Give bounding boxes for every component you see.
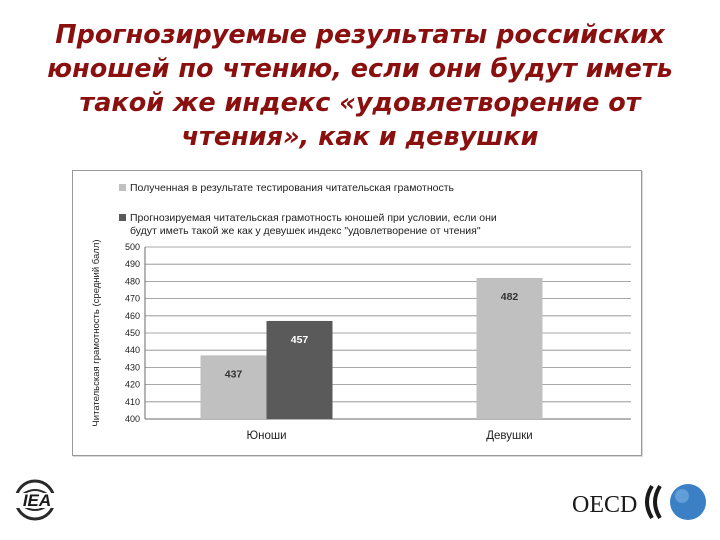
slide-title-line-1: Прогнозируемые результаты российских [55,20,665,50]
bar-chart: Полученная в результате тестирования чит… [91,182,631,442]
y-tick-label: 410 [125,397,140,407]
legend-swatch-1 [119,184,126,191]
bar-1-2 [476,277,543,419]
legend-label-1: Полученная в результате тестирования чит… [130,182,455,194]
legend-label-2: будут иметь такой же как у девушек индек… [130,225,481,237]
legend-label-2: Прогнозируемая читательская грамотность … [130,212,497,224]
y-axis-title: Читательская грамотность (средний балл) [91,239,102,426]
data-label-1-2: 482 [501,291,519,303]
y-tick-label: 470 [125,294,140,304]
data-label-2-1: 457 [291,334,309,346]
y-tick-label: 480 [125,276,140,286]
y-tick-label: 420 [125,380,140,390]
slide-title-line-2: юношей по чтению, если они будут иметь [47,54,673,84]
iea-logo-text: IEA [23,491,51,510]
iea-logo: IEA [8,478,68,527]
y-tick-label: 450 [125,328,140,338]
x-category-label: Девушки [486,430,532,442]
y-tick-label: 400 [125,414,140,424]
x-category-label: Юноши [246,430,286,442]
oecd-logo-mark: OECD [572,484,706,520]
slide-title: Прогнозируемые результаты российских юно… [20,18,700,154]
iea-logo-mark: IEA [8,479,66,521]
y-tick-label: 430 [125,362,140,372]
chart-frame: Полученная в результате тестирования чит… [72,170,642,456]
bar-1-1 [200,355,267,419]
slide-title-line-4: чтения», как и девушки [181,122,539,152]
y-tick-label: 460 [125,311,140,321]
y-tick-label: 440 [125,345,140,355]
oecd-logo: OECD [570,478,710,533]
bar-2-1 [266,320,333,419]
oecd-logo-text: OECD [572,492,637,518]
y-tick-label: 500 [125,242,140,252]
slide-title-line-3: такой же индекс «удовлетворение от [79,88,641,118]
legend-swatch-2 [119,214,126,221]
y-tick-label: 490 [125,259,140,269]
data-label-1-1: 437 [225,368,243,380]
